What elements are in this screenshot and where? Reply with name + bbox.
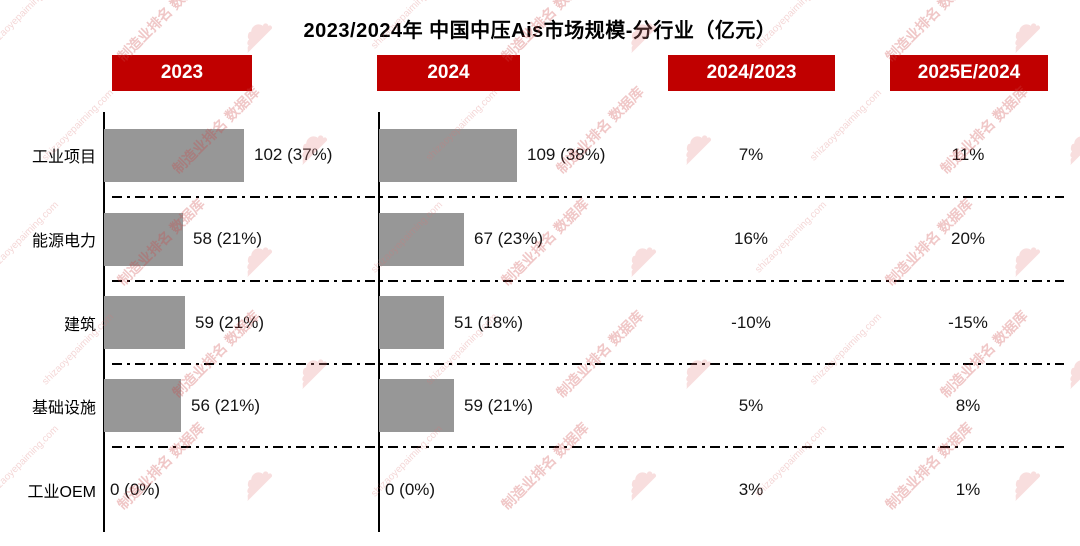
cloud-icon: ☁ [221,449,281,509]
growth-2025e-2024: -15% [948,312,988,332]
growth-2025e-2024: 20% [950,229,986,248]
category-label: 基础设施 [31,399,96,417]
category-label: 工业项目 [31,149,96,166]
category-label: 工业OEM [27,483,96,501]
bar-value-label-2024: 51 (18%) [454,312,523,332]
cloud-icon: ☁ [660,337,720,397]
cloud-icon: ☁ [1044,113,1080,173]
watermark-url-text: shizaoyepaiming.com [808,87,884,164]
growth-2024-2023: 5% [738,395,764,415]
growth-2024-2023: -10% [731,312,771,332]
column-header-2025e-2024: 2025E/2024 [890,55,1048,91]
chart-title: 2023/2024年 中国中压Ais市场规模-分行业（亿元） [303,20,777,42]
cloud-icon: ☁ [1044,337,1080,397]
bar-2024 [379,379,454,432]
bar-2023 [104,212,183,266]
column-header-2024-2023: 2024/2023 [668,55,835,91]
bar-value-label-2023: 102 (37%) [254,145,333,164]
bar-value-label-2024: 67 (23%) [474,229,543,248]
column-header-2024: 2024 [377,55,520,91]
bar-2023 [104,296,185,349]
growth-2024-2023: 7% [738,145,764,164]
bar-value-label-2023: 0 (0%) [110,479,161,499]
row-separator [112,363,1064,365]
growth-2025e-2024: 1% [955,479,981,499]
bar-2023 [104,379,181,432]
bar-2024 [379,212,464,266]
row-separator [112,196,1064,198]
category-label: 能源电力 [31,233,96,250]
watermark-cjk-text: 制造业排名 数据库 [882,419,976,513]
watermark-cjk-text: 制造业排名 数据库 [114,419,208,513]
watermark-url-text: shizaoyepaiming.com [808,311,884,388]
bar-2023 [104,128,244,182]
cloud-icon: ☁ [276,337,336,397]
growth-2025e-2024: 11% [951,145,985,164]
bar-value-label-2024: 109 (38%) [527,145,606,164]
growth-2025e-2024: 8% [955,395,981,415]
bar-value-label-2024: 0 (0%) [385,479,436,499]
column-header-2023: 2023 [112,55,252,91]
bar-value-label-2024: 59 (21%) [464,395,533,415]
cloud-icon: ☁ [605,449,665,509]
watermark-cjk-text: 制造业排名 数据库 [498,419,592,513]
bar-value-label-2023: 56 (21%) [191,395,260,415]
bar-2024 [379,128,517,182]
growth-2024-2023: 3% [738,479,764,499]
watermark-cjk-text: 制造业排名 数据库 [553,307,647,401]
bar-value-label-2023: 59 (21%) [195,312,264,332]
growth-2024-2023: 16% [733,229,769,248]
bar-value-label-2023: 58 (21%) [193,229,262,248]
bar-2024 [379,296,444,349]
row-separator [112,446,1064,448]
category-label: 建筑 [63,316,96,334]
cloud-icon: ☁ [605,225,665,285]
row-separator [112,280,1064,282]
